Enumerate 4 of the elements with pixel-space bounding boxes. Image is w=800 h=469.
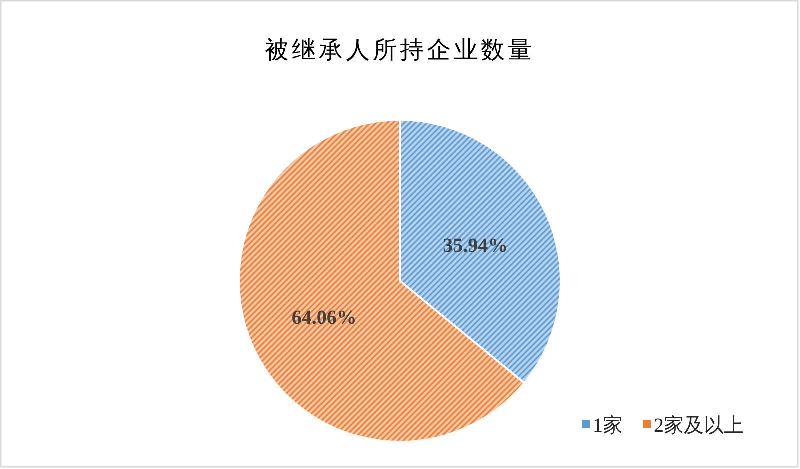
legend-label: 1家: [593, 415, 623, 437]
title: 被继承人所持企业数量: [265, 36, 535, 64]
legend: 1家 2家及以上: [582, 415, 744, 437]
legend-label: 2家及以上: [654, 415, 744, 437]
